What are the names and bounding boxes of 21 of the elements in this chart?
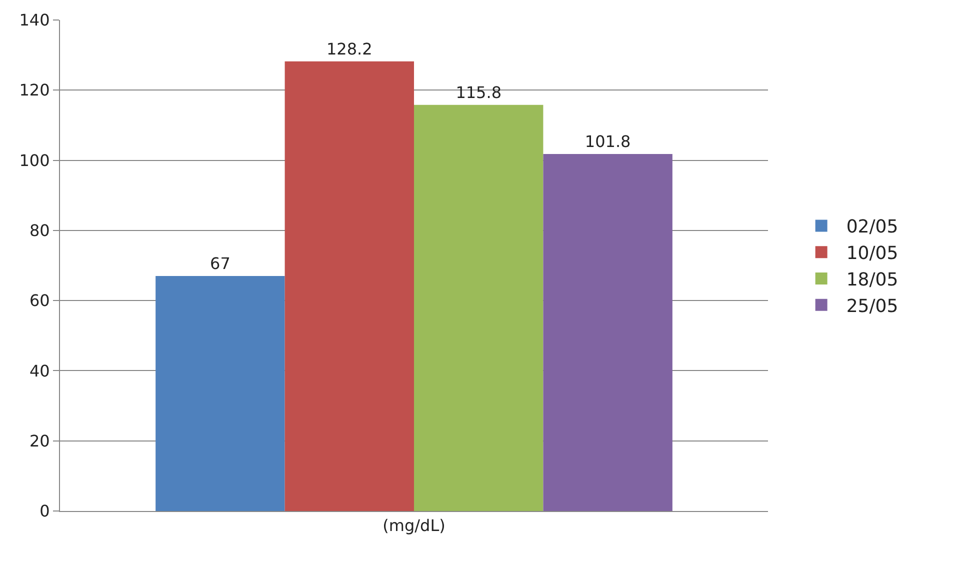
data-label: 128.2: [326, 39, 372, 58]
legend-label: 10/05: [846, 243, 898, 264]
bar: [543, 154, 672, 511]
y-tick-label: 20: [29, 431, 50, 450]
legend-label: 25/05: [846, 296, 898, 317]
x-tick-label: (mg/dL): [382, 516, 446, 536]
y-tick-label: 80: [29, 221, 50, 240]
y-tick-label: 140: [19, 10, 50, 30]
bar: [414, 104, 544, 511]
legend-label: 02/05: [846, 216, 898, 238]
bar: [156, 276, 285, 511]
data-label: 115.8: [456, 82, 502, 102]
y-tick-label: 40: [29, 361, 50, 380]
bar: [284, 61, 414, 511]
y-tick-label: 100: [19, 150, 50, 170]
y-tick-label: 0: [40, 502, 50, 521]
data-label: 101.8: [584, 132, 631, 151]
data-label: 67: [210, 254, 230, 274]
legend-label: 18/05: [846, 270, 898, 291]
y-tick-label: 120: [19, 80, 50, 100]
y-tick-label: 60: [29, 291, 50, 310]
